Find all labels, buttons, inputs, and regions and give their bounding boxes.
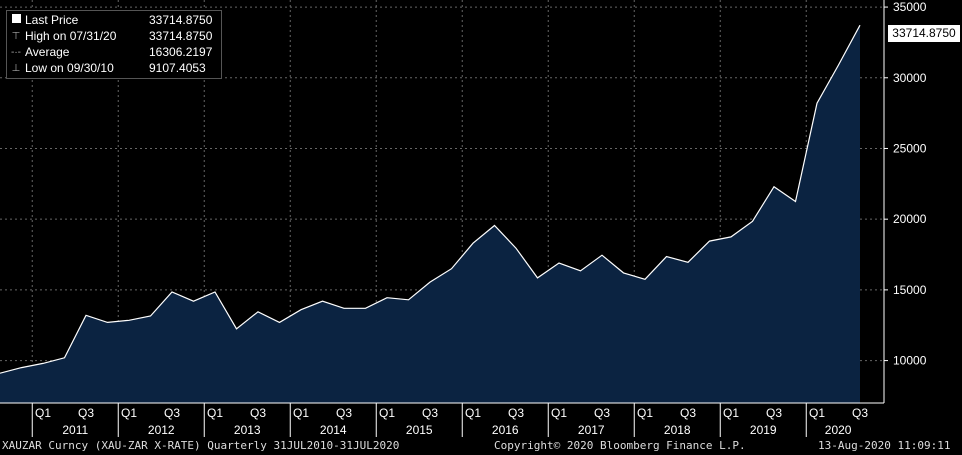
x-quarter-label: Q3 [78,406,94,420]
x-quarter-label: Q1 [637,406,653,420]
legend-last-value: 33714.8750 [149,13,213,27]
legend-avg-value: 16306.2197 [149,45,213,59]
x-quarter-label: Q3 [852,406,868,420]
y-tick-label: 35000 [893,0,927,14]
legend: Last Price 33714.8750 ⊤ High on 07/31/20… [6,10,222,79]
x-year-label: 2016 [492,423,519,437]
x-quarter-label: Q3 [164,406,180,420]
last-price-tag: 33714.8750 [888,25,960,42]
footer-copyright: Copyright© 2020 Bloomberg Finance L.P. [494,439,746,452]
average-marker-icon: -·- [11,47,21,58]
x-quarter-label: Q1 [35,406,51,420]
legend-low-label: Low on 09/30/10 [25,61,114,75]
x-quarter-label: Q3 [250,406,266,420]
x-year-label: 2020 [825,423,852,437]
x-quarter-label: Q3 [422,406,438,420]
x-axis: Q1 Q3 Q1 Q3 Q1 Q3 Q1 Q3 Q1 Q3 Q1 Q3 Q1 Q3 Q1 Q3 Q1 Q3 Q1 Q3… [31,403,868,437]
y-tick-label: 20000 [893,212,927,226]
y-axis: 10000 15000 20000 25000 30000 35000 [884,0,927,368]
x-year-label: 2013 [234,423,261,437]
legend-last-label: Last Price [25,13,79,27]
x-quarter-label: Q1 [121,406,137,420]
x-quarter-label: Q1 [465,406,481,420]
x-quarter-label: Q3 [336,406,352,420]
legend-avg-label: Average [25,45,70,59]
y-tick-label: 25000 [893,141,927,155]
x-quarter-label: Q1 [551,406,567,420]
x-year-label: 2018 [664,423,691,437]
footer-security: XAUZAR Curncy (XAU-ZAR X-RATE) Quarterly… [2,439,400,452]
price-line [0,24,861,374]
x-quarter-label: Q3 [766,406,782,420]
y-tick-label: 15000 [893,283,927,297]
x-year-label: 2017 [578,423,605,437]
x-quarter-label: Q3 [680,406,696,420]
x-quarter-label: Q1 [293,406,309,420]
x-year-label: 2011 [62,423,88,437]
y-tick-label: 10000 [893,354,927,368]
x-quarter-label: Q1 [723,406,739,420]
x-quarter-label: Q3 [508,406,524,420]
low-marker-icon: ⊥ [11,63,21,74]
x-quarter-label: Q1 [809,406,825,420]
x-quarter-label: Q3 [594,406,610,420]
last-price-swatch-icon [11,13,21,28]
legend-high-value: 33714.8750 [149,29,213,43]
x-year-label: 2014 [320,423,347,437]
x-year-label: 2019 [750,423,777,437]
x-year-label: 2012 [148,423,175,437]
y-tick-label: 30000 [893,71,927,85]
price-area [0,25,860,403]
footer-timestamp: 13-Aug-2020 11:09:11 [818,439,951,452]
x-quarter-label: Q1 [379,406,395,420]
x-year-label: 2015 [406,423,433,437]
high-marker-icon: ⊤ [11,31,21,42]
legend-low-value: 9107.4053 [149,61,206,75]
x-quarter-label: Q1 [207,406,223,420]
legend-high-label: High on 07/31/20 [25,29,117,43]
